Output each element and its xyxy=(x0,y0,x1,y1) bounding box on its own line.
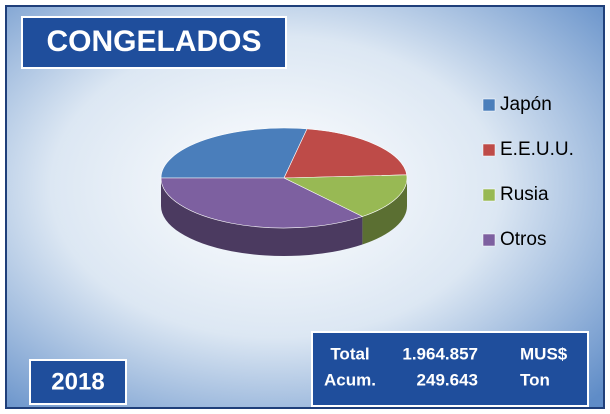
legend-swatch xyxy=(482,233,496,247)
legend-swatch xyxy=(482,188,496,202)
summary-box xyxy=(311,331,589,407)
legend-label: Japón xyxy=(500,94,552,115)
pie-slice xyxy=(283,128,408,179)
pie xyxy=(160,127,408,256)
legend-label: Otros xyxy=(500,229,546,250)
pie-side xyxy=(362,178,407,245)
summary-text: Ton xyxy=(520,370,550,389)
chart-title: CONGELADOS xyxy=(46,25,261,58)
summary-text: 1.964.857 xyxy=(402,344,478,363)
pie-side xyxy=(161,178,363,256)
legend-label: E.E.U.U. xyxy=(500,139,574,160)
summary-text: Acum. xyxy=(324,370,376,389)
year-box xyxy=(29,359,127,405)
legend-swatch xyxy=(482,143,496,157)
pie-slice xyxy=(160,177,364,229)
summary-text: 249.643 xyxy=(417,370,478,389)
pie-slice xyxy=(283,174,408,217)
summary-text: Total xyxy=(330,344,369,363)
legend-label: Rusia xyxy=(500,184,549,205)
summary-text: MUS$ xyxy=(520,344,568,363)
title-box xyxy=(21,16,287,69)
legend-swatch xyxy=(482,98,496,112)
year: 2018 xyxy=(51,368,104,395)
pie-slice xyxy=(160,127,308,179)
